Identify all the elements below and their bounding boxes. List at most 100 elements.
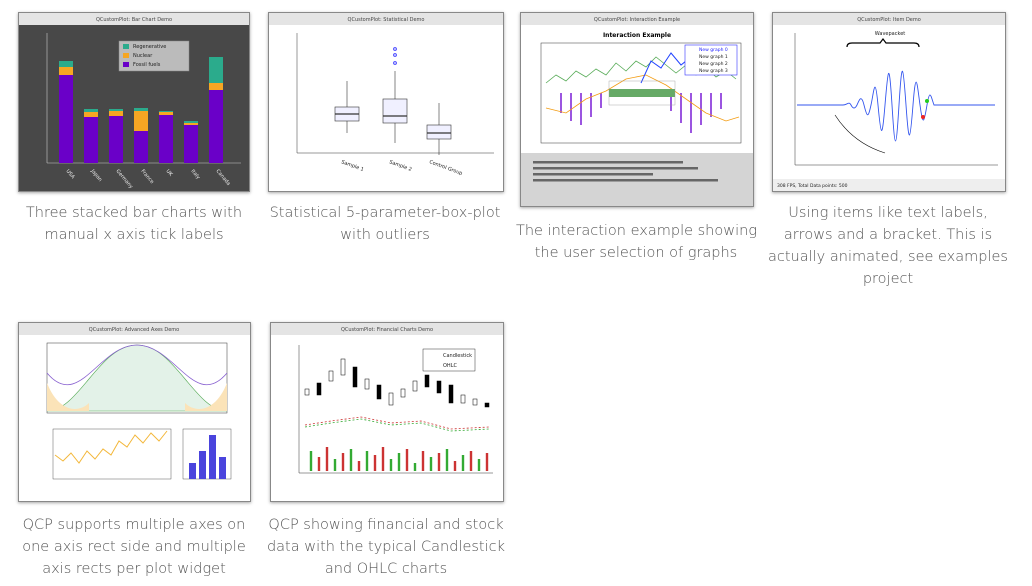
decoration: QCustomPlot: Item Demo Wavepacket 308 FP… (773, 13, 1005, 191)
decoration (159, 115, 173, 163)
decoration (921, 115, 925, 119)
decoration (123, 53, 129, 58)
decoration (460, 394, 466, 404)
decoration (199, 451, 206, 479)
decoration (159, 111, 173, 112)
decoration (533, 161, 718, 182)
decoration: QCustomPlot: Bar Chart Demo Regenerative… (19, 13, 249, 191)
thumbnail[interactable]: QCustomPlot: Advanced Axes Demo (18, 322, 251, 502)
decoration (533, 167, 698, 170)
decoration (834, 114, 886, 154)
decoration (159, 112, 173, 115)
decoration (109, 116, 123, 163)
thumbnail[interactable]: QCustomPlot: Bar Chart Demo Regenerative… (18, 12, 250, 192)
decoration (134, 108, 148, 111)
caption-line: and OHLC charts (324, 561, 448, 577)
caption-line: arrows and a bracket. This is (783, 227, 993, 243)
caption: Statistical 5-parameter-box-plot with out… (265, 202, 505, 246)
decoration (540, 42, 742, 144)
label: New graph 0 (699, 47, 728, 53)
caption: Three stacked bar charts with manual x ax… (14, 202, 254, 246)
decoration (19, 323, 250, 335)
decoration (340, 358, 346, 376)
decoration (412, 380, 418, 392)
decoration (472, 398, 478, 406)
decoration (47, 383, 89, 411)
label: QCustomPlot: Bar Chart Demo (96, 17, 172, 23)
decoration (209, 90, 223, 163)
decoration (184, 123, 198, 125)
decoration (400, 388, 406, 398)
decoration (304, 418, 490, 432)
label: Regenerative (133, 44, 166, 50)
decoration (388, 392, 394, 406)
caption-line: axis rects per plot widget (42, 561, 226, 577)
decoration (304, 358, 490, 408)
decoration (123, 44, 129, 49)
decoration (533, 179, 718, 182)
caption-line: with outliers (340, 227, 430, 243)
label: OHLC (443, 363, 457, 369)
decoration (304, 416, 490, 430)
caption-line: data with the typical Candlestick (266, 539, 506, 555)
decoration (773, 25, 1005, 191)
decoration (109, 109, 123, 111)
label: UK (164, 168, 174, 178)
caption-line: the user selection of graphs (534, 245, 738, 261)
decoration (684, 44, 738, 76)
thumbnail[interactable]: QCustomPlot: Statistical Demo Sample 1 S… (268, 12, 504, 192)
decoration (545, 74, 740, 122)
thumbnail[interactable]: QCustomPlot: Interaction Example Interac… (520, 12, 754, 207)
decoration (59, 61, 73, 67)
decoration (316, 382, 322, 396)
decoration (376, 384, 382, 400)
decoration (609, 89, 675, 97)
thumbnail[interactable]: QCustomPlot: Item Demo Wavepacket 308 FP… (772, 12, 1006, 192)
decoration (533, 173, 653, 176)
decoration (393, 53, 397, 57)
caption-line: actually animated, see examples (768, 249, 1008, 265)
decoration (84, 112, 98, 117)
caption-line: Using items like text labels, (788, 205, 988, 221)
decoration (560, 93, 722, 133)
decoration (422, 348, 476, 372)
caption-line: one axis rect side and multiple (22, 539, 246, 555)
decoration (426, 124, 452, 140)
decoration (846, 38, 920, 48)
decoration (521, 13, 753, 25)
decoration (393, 61, 397, 65)
decoration (189, 435, 226, 479)
decoration (309, 447, 489, 471)
decoration (185, 383, 227, 411)
decoration (84, 117, 98, 163)
caption-line: The interaction example showing (516, 223, 758, 239)
decoration (209, 57, 223, 83)
caption-line: manual x axis tick labels (44, 227, 224, 243)
decoration (364, 378, 370, 390)
label: Interaction Example (603, 32, 671, 39)
decoration (271, 323, 503, 335)
decoration (19, 13, 249, 25)
decoration (46, 342, 228, 414)
label: QCustomPlot: Statistical Demo (348, 17, 425, 23)
decoration (328, 370, 334, 382)
decoration (134, 111, 148, 131)
label: QCustomPlot: Advanced Axes Demo (89, 327, 179, 333)
label: USA (64, 168, 76, 180)
decoration (182, 428, 232, 480)
decoration (219, 457, 226, 479)
decoration: QCustomPlot: Financial Charts Demo Candl… (271, 323, 503, 501)
decoration: QCustomPlot: Statistical Demo Sample 1 S… (269, 13, 503, 191)
label: QCustomPlot: Financial Charts Demo (341, 327, 433, 333)
label: QCustomPlot: Interaction Example (594, 17, 680, 23)
decoration (448, 384, 454, 404)
decoration (533, 161, 683, 164)
label: Italy (189, 168, 201, 180)
thumbnail[interactable]: QCustomPlot: Financial Charts Demo Candl… (270, 322, 504, 502)
decoration (54, 430, 168, 464)
decoration (59, 67, 73, 75)
label: Fossil fuels (133, 62, 161, 68)
decoration (184, 121, 198, 123)
